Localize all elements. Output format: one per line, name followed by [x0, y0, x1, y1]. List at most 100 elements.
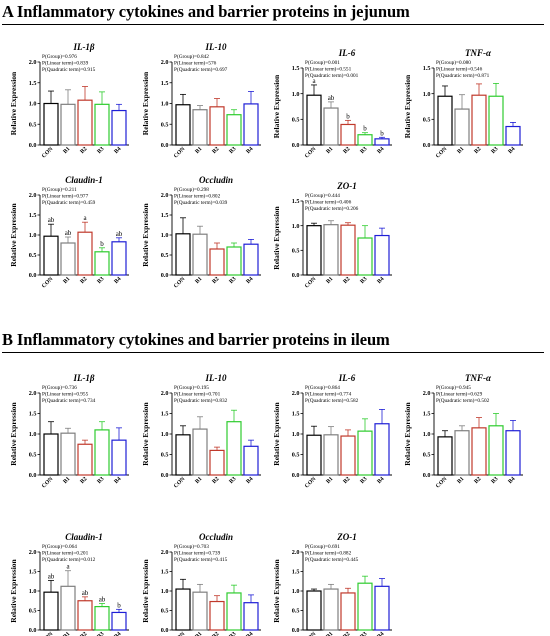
x-tick-label: CON	[173, 476, 187, 490]
x-tick-label: B2	[211, 476, 220, 485]
bar-b4	[111, 241, 127, 276]
x-tick-label: B3	[96, 276, 105, 285]
bar-b1	[60, 585, 76, 631]
y-tick-label: 1.5	[161, 80, 169, 87]
x-tick-label: B2	[473, 146, 482, 155]
stat-line: P(Quadratic term)=0.582	[305, 397, 359, 404]
stat-line: P(Quadratic term)=0.445	[305, 556, 359, 563]
bar-b4	[243, 243, 259, 276]
x-tick-label: B3	[228, 476, 237, 485]
stat-line: P(Group)=0.080	[436, 59, 471, 66]
stat-line: P(Group)=0.691	[305, 543, 340, 550]
y-tick-label: 1.5	[29, 212, 37, 219]
x-tick-label: B1	[194, 276, 203, 285]
x-tick-label: B1	[456, 476, 465, 485]
x-tick-label: B4	[507, 476, 516, 485]
stat-line: P(Linear term)=0.802	[174, 193, 221, 200]
bar-b4	[505, 430, 521, 476]
stat-line: P(Group)=0.842	[174, 53, 209, 60]
y-tick-label: 0.5	[292, 248, 300, 255]
bar-con	[437, 436, 453, 476]
y-tick-label: 2.0	[292, 549, 300, 556]
bar-b2	[340, 224, 356, 276]
bar-b2	[340, 592, 356, 631]
x-tick-label: B4	[245, 631, 254, 636]
bar-b2	[209, 600, 225, 631]
y-tick-label: 1.0	[29, 588, 37, 595]
bar-b3	[226, 421, 242, 476]
bar-b3	[357, 582, 373, 631]
y-tick-label: 1.5	[161, 411, 169, 418]
y-tick-label: 0.0	[423, 142, 431, 149]
x-tick-label: CON	[173, 276, 187, 290]
bar-b4	[111, 439, 127, 476]
x-tick-label: B3	[359, 276, 368, 285]
bar-con	[43, 102, 59, 146]
significance-letter: b	[100, 240, 104, 248]
y-axis-label: Relative Expression	[141, 558, 150, 622]
significance-letter: a	[312, 77, 316, 85]
x-tick-label: CON	[41, 631, 55, 636]
x-tick-label: B2	[79, 476, 88, 485]
y-tick-label: 0.5	[292, 452, 300, 459]
bar-b2	[77, 443, 93, 476]
y-tick-label: 0.0	[29, 472, 37, 479]
bar-b3	[488, 425, 504, 476]
bar-b1	[192, 591, 208, 631]
bar-b4	[243, 445, 259, 476]
y-tick-label: 2.0	[29, 390, 37, 397]
bar-b4	[374, 423, 390, 476]
bar-b2	[77, 99, 93, 146]
chart-title: Occludin	[199, 175, 233, 185]
y-tick-label: 0.5	[161, 608, 169, 615]
x-tick-label: B1	[62, 146, 71, 155]
y-tick-label: 1.0	[29, 232, 37, 239]
x-tick-label: B2	[342, 631, 351, 636]
bar-b4	[374, 138, 390, 146]
bar-b3	[94, 605, 110, 631]
significance-letter: ab	[48, 572, 55, 580]
stat-line: P(Linear term)=0.629	[436, 391, 483, 398]
stat-line: P(Group)=0.298	[174, 186, 209, 193]
bar-b1	[192, 233, 208, 276]
chart-title: IL-10	[205, 42, 227, 52]
x-tick-label: CON	[41, 476, 55, 490]
stat-line: P(Group)=0.703	[174, 543, 209, 550]
bar-b3	[357, 237, 373, 276]
x-tick-label: B3	[228, 631, 237, 636]
y-tick-label: 1.0	[292, 431, 300, 438]
y-tick-label: 1.0	[423, 91, 431, 98]
bar-con	[306, 434, 322, 476]
bar-b1	[60, 242, 76, 276]
stat-line: P(Group)=0.864	[305, 384, 340, 391]
y-tick-label: 0.5	[423, 117, 431, 124]
x-tick-label: CON	[304, 146, 318, 160]
y-axis-label: Relative Expression	[9, 401, 18, 465]
x-tick-label: B2	[342, 146, 351, 155]
bar-b1	[454, 430, 470, 476]
y-axis-label: Relative Expression	[403, 401, 412, 465]
chart-title: ZO-1	[336, 181, 357, 191]
y-tick-label: 1.5	[161, 569, 169, 576]
bar-con	[43, 591, 59, 631]
stat-line: P(Quadratic term)=0.415	[174, 556, 228, 563]
significance-letter: ab	[48, 216, 55, 224]
stat-line: P(Linear term)=0.839	[42, 60, 89, 67]
x-tick-label: CON	[304, 276, 318, 290]
significance-letter: ab	[116, 230, 123, 238]
y-tick-label: 1.0	[292, 223, 300, 230]
stat-line: P(Quadratic term)=0.206	[305, 205, 359, 212]
stat-line: P(Linear term)=0.406	[305, 199, 352, 206]
x-tick-label: B2	[211, 276, 220, 285]
y-tick-label: 0.5	[161, 121, 169, 128]
y-tick-label: 2.0	[161, 192, 169, 199]
stat-line: P(Quadratic term)=0.871	[436, 72, 490, 79]
y-axis-label: Relative Expression	[403, 74, 412, 138]
x-tick-label: B1	[325, 631, 334, 636]
x-tick-label: B1	[325, 276, 334, 285]
